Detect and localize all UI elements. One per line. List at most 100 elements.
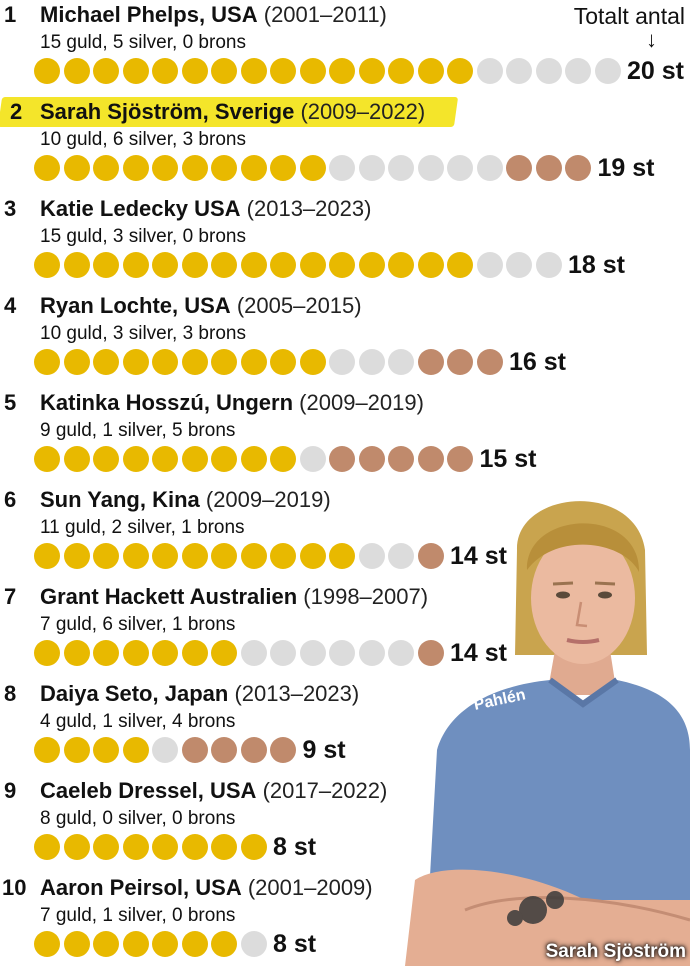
ranking-entry: 3 Katie Ledecky USA (2013–2023) 15 guld, 3… bbox=[0, 194, 690, 291]
gold-medal bbox=[211, 640, 237, 666]
gold-medal bbox=[34, 58, 60, 84]
gold-medal bbox=[63, 834, 90, 860]
entry-title: Ryan Lochte, USA (2005–2015) bbox=[40, 291, 362, 321]
entry-header: 9 Caeleb Dressel, USA (2017–2022) bbox=[0, 776, 690, 806]
medal-breakdown: 10 guld, 6 silver, 3 brons bbox=[40, 129, 246, 150]
entry-title: Sun Yang, Kina (2009–2019) bbox=[40, 485, 331, 515]
gold-medal bbox=[34, 834, 60, 860]
athlete-name: Aaron Peirsol, USA bbox=[40, 875, 242, 900]
athlete-photo: Pahlén Sarah Sjöström bbox=[405, 480, 690, 966]
athlete-name: Ryan Lochte, USA bbox=[40, 293, 231, 318]
silver-medal bbox=[476, 155, 503, 181]
medal-breakdown: 15 guld, 3 silver, 0 brons bbox=[40, 226, 246, 247]
gold-medal bbox=[240, 58, 267, 84]
gold-medal bbox=[34, 155, 60, 181]
gold-medal bbox=[211, 349, 237, 375]
gold-medal bbox=[122, 252, 149, 278]
entry-title: Sarah Sjöström, Sverige (2009–2022) bbox=[40, 97, 425, 127]
gold-medal bbox=[152, 58, 178, 84]
ranking-entry: 4 Ryan Lochte, USA (2005–2015) 10 guld, 3 … bbox=[0, 291, 690, 388]
silver-medal bbox=[299, 640, 326, 666]
gold-medal bbox=[122, 155, 149, 181]
medal-total: 19 st bbox=[597, 154, 655, 182]
gold-medal bbox=[122, 446, 149, 472]
down-arrow-icon: ↓ bbox=[646, 27, 657, 52]
gold-medal bbox=[34, 931, 60, 957]
entry-title: Daiya Seto, Japan (2013–2023) bbox=[40, 679, 359, 709]
gold-medal bbox=[299, 349, 326, 375]
athlete-name: Grant Hackett Australien bbox=[40, 584, 298, 609]
gold-medal bbox=[152, 640, 178, 666]
career-years: (1998–2007) bbox=[303, 584, 429, 609]
medal-breakdown: 8 guld, 0 silver, 0 brons bbox=[40, 808, 236, 829]
gold-medal bbox=[211, 58, 237, 84]
bronze-medal bbox=[329, 446, 355, 472]
gold-medal bbox=[152, 446, 178, 472]
silver-medal bbox=[476, 58, 503, 84]
gold-medal bbox=[211, 252, 237, 278]
gold-medal bbox=[270, 446, 296, 472]
rank-number: 1 bbox=[4, 2, 17, 27]
gold-medal bbox=[122, 931, 149, 957]
medal-total: 16 st bbox=[509, 348, 566, 376]
athlete-name: Katie Ledecky USA bbox=[40, 196, 241, 221]
medal-breakdown: 7 guld, 1 silver, 0 brons bbox=[40, 905, 236, 926]
gold-medal bbox=[122, 834, 149, 860]
gold-medal bbox=[211, 543, 237, 569]
gold-medal bbox=[417, 252, 444, 278]
career-years: (2001–2011) bbox=[263, 2, 387, 27]
medal-breakdown: 10 guld, 3 silver, 3 brons bbox=[40, 323, 246, 344]
silver-medal bbox=[565, 58, 591, 84]
medal-total: 9 st bbox=[302, 736, 346, 764]
rank-number: 9 bbox=[4, 778, 17, 803]
gold-medal bbox=[152, 931, 178, 957]
silver-medal bbox=[476, 252, 503, 278]
ranking-entry: 8 Daiya Seto, Japan (2013–2023) 4 guld, 1 … bbox=[0, 679, 690, 776]
silver-medal bbox=[358, 155, 385, 181]
athlete-name: Caeleb Dressel, USA bbox=[40, 778, 257, 803]
athlete-name: Daiya Seto, Japan bbox=[40, 681, 229, 706]
gold-medal bbox=[34, 640, 60, 666]
gold-medal bbox=[240, 834, 267, 860]
silver-medal bbox=[329, 640, 355, 666]
entry-title: Katie Ledecky USA (2013–2023) bbox=[40, 194, 371, 224]
rank-number: 4 bbox=[4, 293, 17, 318]
gold-medal bbox=[152, 543, 178, 569]
total-count-heading: Totalt antal bbox=[573, 3, 685, 29]
gold-medal bbox=[211, 834, 237, 860]
medal-breakdown: 9 guld, 1 silver, 5 brons bbox=[40, 420, 236, 441]
gold-medal bbox=[63, 252, 90, 278]
gold-medal bbox=[270, 543, 296, 569]
bronze-medal bbox=[417, 640, 444, 666]
gold-medal bbox=[93, 931, 119, 957]
ranking-entry: 7 Grant Hackett Australien (1998–2007) 7 g… bbox=[0, 582, 690, 679]
medal-total: 15 st bbox=[479, 445, 537, 473]
silver-medal bbox=[240, 640, 267, 666]
career-years: (2005–2015) bbox=[236, 293, 362, 318]
gold-medal bbox=[388, 58, 414, 84]
medal-total: 14 st bbox=[450, 542, 507, 570]
gold-medal bbox=[181, 543, 208, 569]
rank-number: 2 bbox=[10, 99, 23, 124]
entry-title: Caeleb Dressel, USA (2017–2022) bbox=[40, 776, 387, 806]
gold-medal bbox=[240, 349, 267, 375]
athlete-name: Sun Yang, Kina bbox=[40, 487, 200, 512]
silver-medal bbox=[388, 640, 414, 666]
gold-medal bbox=[329, 252, 355, 278]
rank-number: 8 bbox=[4, 681, 17, 706]
gold-medal bbox=[93, 834, 119, 860]
gold-medal bbox=[152, 155, 178, 181]
gold-medal bbox=[152, 349, 178, 375]
silver-medal bbox=[447, 155, 473, 181]
career-years: (2013–2023) bbox=[246, 196, 372, 221]
bronze-medal bbox=[565, 155, 591, 181]
entry-title: Katinka Hosszú, Ungern (2009–2019) bbox=[40, 388, 424, 418]
gold-medal bbox=[240, 252, 267, 278]
entry-header: 4 Ryan Lochte, USA (2005–2015) bbox=[0, 291, 690, 321]
gold-medal bbox=[240, 446, 267, 472]
gold-medal bbox=[447, 252, 473, 278]
ranking-entry: 10 Aaron Peirsol, USA (2001–2009) 7 guld, … bbox=[0, 873, 690, 970]
gold-medal bbox=[299, 252, 326, 278]
gold-medal bbox=[181, 58, 208, 84]
